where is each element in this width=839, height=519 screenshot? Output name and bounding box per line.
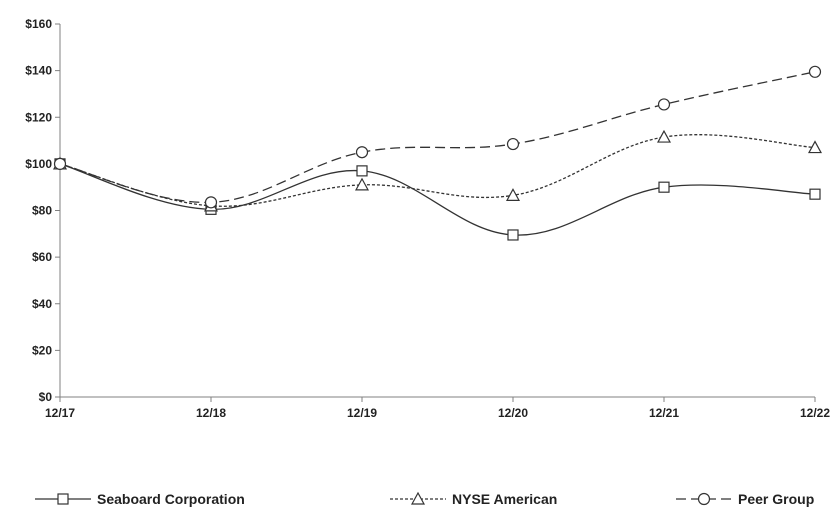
series-line-seaboard bbox=[59, 163, 816, 236]
x-tick-label: 12/20 bbox=[498, 406, 528, 420]
y-tick-label: $0 bbox=[39, 390, 53, 404]
data-point-peer-group bbox=[355, 146, 369, 159]
series-line-nyse-american bbox=[59, 134, 816, 207]
y-tick-label: $40 bbox=[32, 297, 52, 311]
data-point-peer-group bbox=[506, 137, 520, 151]
y-tick-label: $140 bbox=[25, 64, 52, 78]
legend-item-seaboard: Seaboard Corporation bbox=[35, 491, 245, 507]
data-point-seaboard bbox=[507, 229, 519, 241]
y-tick-label: $20 bbox=[32, 343, 52, 357]
axes: $0 $20 $40 $60 $80 $100 $120 $140 $160 12/17 12/18… bbox=[25, 17, 830, 420]
x-tick-label: 12/19 bbox=[347, 406, 377, 420]
data-point-nyse-american bbox=[505, 188, 521, 201]
x-tick-label: 12/21 bbox=[649, 406, 679, 420]
legend-label: Seaboard Corporation bbox=[97, 491, 245, 507]
legend-swatch-marker bbox=[57, 493, 69, 505]
x-tick-label: 12/22 bbox=[800, 406, 830, 420]
y-tick-label: $160 bbox=[25, 17, 52, 31]
data-point-nyse-american bbox=[807, 140, 823, 154]
series-line-peer-group bbox=[59, 71, 816, 203]
data-point-peer-group bbox=[204, 196, 218, 209]
legend-label: NYSE American bbox=[452, 491, 557, 507]
series-peer-group bbox=[53, 65, 822, 209]
data-point-seaboard bbox=[356, 165, 368, 177]
data-point-peer-group bbox=[53, 157, 67, 170]
legend-label: Peer Group bbox=[738, 491, 814, 507]
series-layer bbox=[52, 65, 823, 241]
y-tick-label: $60 bbox=[32, 250, 52, 264]
x-tick-label: 12/18 bbox=[196, 406, 226, 420]
y-tick-label: $100 bbox=[25, 157, 52, 171]
legend-item-nyse-american: NYSE American bbox=[390, 491, 557, 507]
legend-item-peer-group: Peer Group bbox=[676, 491, 814, 507]
y-tick-label: $120 bbox=[25, 110, 52, 124]
data-point-nyse-american bbox=[354, 177, 370, 191]
data-point-peer-group bbox=[657, 98, 671, 111]
x-tick-label: 12/17 bbox=[45, 406, 75, 420]
legend: Seaboard Corporation NYSE American Peer Gr… bbox=[35, 491, 814, 507]
data-point-nyse-american bbox=[656, 129, 672, 143]
data-point-seaboard bbox=[809, 188, 821, 200]
data-point-seaboard bbox=[658, 181, 670, 193]
legend-swatch-marker bbox=[697, 492, 711, 506]
legend-swatch-marker bbox=[410, 491, 426, 505]
y-tick-label: $80 bbox=[32, 204, 52, 218]
data-point-peer-group bbox=[808, 65, 822, 78]
